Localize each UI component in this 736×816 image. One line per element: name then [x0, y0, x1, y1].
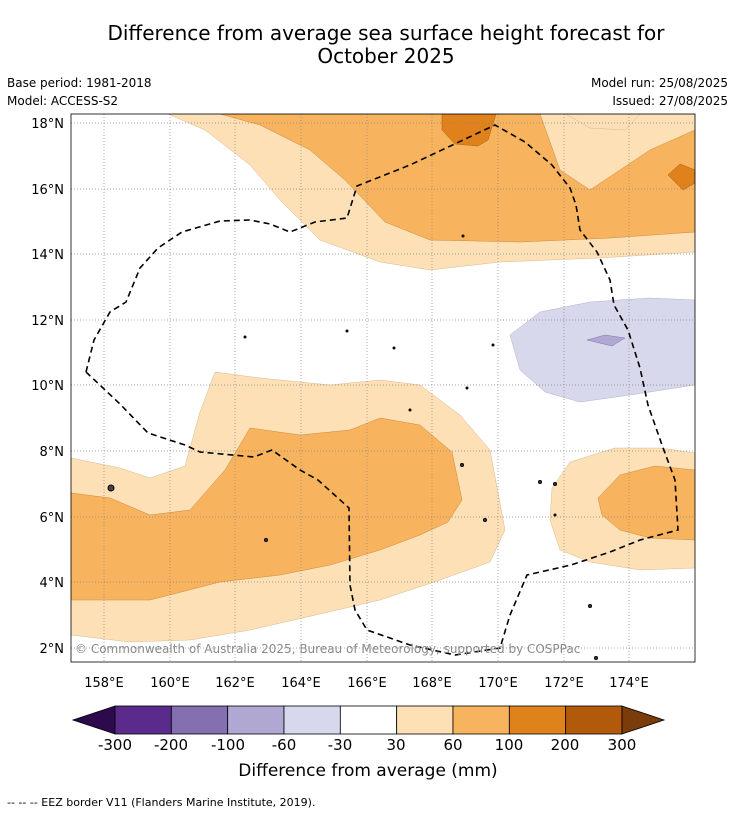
lat-label: 6°N — [40, 511, 65, 526]
latitude-labels: 18°N 16°N 14°N 12°N 10°N 8°N 6°N 4°N 2°N — [31, 117, 64, 657]
lat-label: 10°N — [31, 379, 64, 394]
anomaly-contours — [71, 114, 695, 643]
colorbar-extend-high — [621, 705, 666, 735]
colorbar-tick: -300 — [97, 736, 133, 754]
model-run: Model run: 25/08/2025 — [590, 76, 728, 90]
lon-label: 158°E — [84, 676, 124, 691]
colorbar-segment — [452, 705, 510, 735]
lat-label: 18°N — [31, 117, 64, 132]
lon-label: 166°E — [347, 676, 387, 691]
gridlines — [71, 114, 695, 662]
colorbar-tick: 100 — [494, 736, 524, 754]
lat-label: 16°N — [31, 183, 64, 198]
lat-label: 4°N — [40, 576, 65, 591]
lon-label: 162°E — [215, 676, 255, 691]
run-info: Model run: 25/08/2025 Issued: 27/08/2025 — [591, 74, 728, 110]
contour-60-100-south — [71, 417, 463, 601]
model-name: Model: ACCESS-S2 — [7, 94, 119, 108]
contour-60-100-southeast — [597, 465, 695, 541]
lat-label: 8°N — [40, 445, 65, 460]
contour-neg60-neg100-east — [586, 334, 626, 347]
colorbar-segment — [283, 705, 341, 735]
colorbar-tick: 60 — [443, 736, 463, 754]
islands — [107, 234, 598, 660]
colorbar-segment — [339, 705, 398, 735]
base-period: Base period: 1981-2018 — [7, 76, 152, 90]
colorbar-segment — [396, 705, 454, 735]
title-line-2: October 2025 — [317, 44, 455, 68]
colorbar-title: Difference from average (mm) — [238, 761, 498, 781]
map-title: Difference from average sea surface heig… — [40, 22, 732, 68]
colorbar-segment — [170, 705, 229, 735]
colorbar-tick: -200 — [153, 736, 189, 754]
lat-label: 12°N — [31, 314, 64, 329]
colorbar — [71, 705, 666, 735]
contour-100-200-north-b — [667, 163, 695, 191]
lon-label: 164°E — [281, 676, 321, 691]
colorbar-segment — [114, 705, 172, 735]
colorbar-tick: 30 — [386, 736, 406, 754]
colorbar-tick: 300 — [607, 736, 637, 754]
issued-date: Issued: 27/08/2025 — [612, 94, 728, 108]
lon-label: 160°E — [150, 676, 190, 691]
lon-label: 170°E — [478, 676, 518, 691]
colorbar-tick: -100 — [210, 736, 246, 754]
model-info: Base period: 1981-2018 Model: ACCESS-S2 — [7, 74, 152, 110]
map-frame — [70, 113, 696, 663]
eez-border — [85, 124, 679, 656]
colorbar-segment — [508, 705, 567, 735]
eez-legend-note: -- -- -- EEZ border V11 (Flanders Marine… — [7, 796, 316, 809]
colorbar-tick: -60 — [271, 736, 297, 754]
lat-label: 14°N — [31, 248, 64, 263]
contour-100-200-north-a — [441, 114, 497, 147]
copyright-notice: © Commonwealth of Australia 2025, Bureau… — [75, 642, 580, 656]
lat-label: 2°N — [40, 642, 65, 657]
longitude-labels: 158°E 160°E 162°E 164°E 166°E 168°E 170°… — [84, 676, 649, 691]
colorbar-segment — [565, 705, 623, 735]
title-line-1: Difference from average sea surface heig… — [107, 21, 665, 45]
colorbar-tick: 200 — [550, 736, 580, 754]
lon-label: 172°E — [544, 676, 584, 691]
colorbar-segment — [227, 705, 285, 735]
colorbar-tick: -30 — [327, 736, 353, 754]
colorbar-extend-low — [71, 705, 116, 735]
lon-label: 174°E — [609, 676, 649, 691]
lon-label: 168°E — [412, 676, 452, 691]
